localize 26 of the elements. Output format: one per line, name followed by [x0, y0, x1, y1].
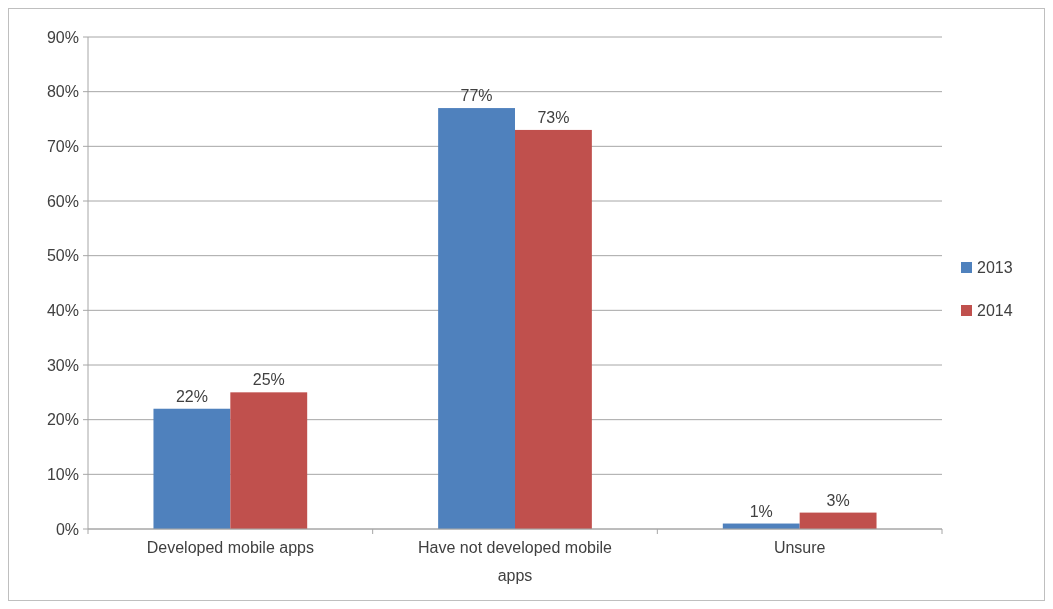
y-tick-label: 0% — [55, 520, 79, 538]
data-label: 3% — [826, 491, 850, 509]
x-tick-label: Have not developed mobile apps — [418, 539, 613, 584]
y-tick-label: 60% — [46, 192, 79, 210]
data-label: 25% — [252, 371, 285, 389]
data-label: 22% — [175, 387, 208, 405]
y-tick-label: 20% — [46, 411, 79, 429]
y-tick-label: 30% — [46, 356, 79, 374]
legend-label: 2013 — [977, 258, 1013, 276]
bar — [153, 408, 231, 529]
y-tick-label: 50% — [46, 247, 79, 265]
bar — [438, 108, 515, 529]
y-tick-label: 90% — [46, 28, 79, 46]
y-tick-label: 40% — [46, 301, 79, 319]
data-label: 73% — [537, 108, 570, 126]
y-tick-label: 80% — [46, 83, 79, 101]
y-tick-label: 10% — [46, 465, 79, 483]
bar — [799, 512, 877, 529]
data-label: 77% — [460, 87, 493, 105]
x-tick-label: Developed mobile apps — [146, 539, 314, 556]
bar — [515, 129, 592, 529]
bar — [230, 392, 308, 529]
data-label: 1% — [749, 502, 773, 520]
y-tick-label: 70% — [46, 137, 79, 155]
legend-label: 2014 — [977, 301, 1013, 319]
x-tick-label: Unsure — [773, 539, 826, 556]
